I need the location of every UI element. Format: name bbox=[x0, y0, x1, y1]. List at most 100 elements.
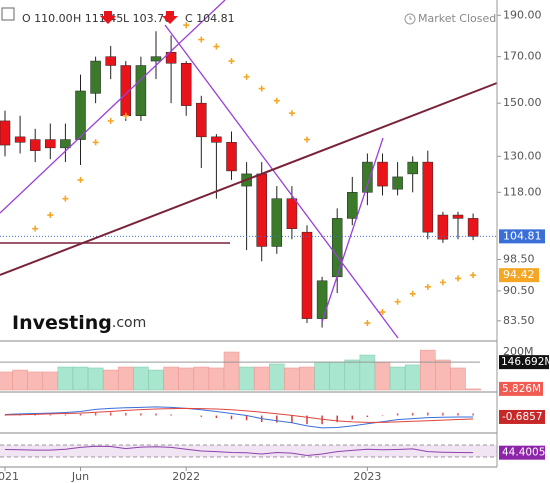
candle-body bbox=[286, 198, 298, 229]
macd-box bbox=[499, 409, 545, 424]
volume-bar bbox=[253, 366, 270, 391]
macd-hist-bar bbox=[79, 413, 82, 416]
volume-bar bbox=[118, 366, 134, 391]
volume-bar bbox=[193, 366, 210, 391]
candle-body bbox=[150, 56, 162, 62]
sar-point bbox=[258, 85, 265, 92]
y-tick-label: 98.50 bbox=[503, 252, 535, 265]
volume-bar bbox=[163, 366, 179, 391]
macd-hist-bar bbox=[442, 412, 444, 416]
arrow-icon bbox=[100, 11, 116, 24]
clock-icon bbox=[404, 13, 416, 25]
volume-bar bbox=[329, 361, 345, 391]
macd-hist-bar bbox=[306, 415, 308, 425]
volume-ma-box bbox=[499, 355, 549, 370]
volume-bar bbox=[133, 366, 149, 391]
candle-body bbox=[422, 161, 434, 233]
sar-point bbox=[273, 97, 280, 104]
y-tick-label: 130.00 bbox=[503, 149, 542, 162]
macd-hist-bar bbox=[366, 415, 369, 417]
market-status: Market Closed bbox=[418, 12, 496, 25]
sar-point bbox=[32, 225, 39, 232]
sar-point bbox=[213, 43, 220, 50]
volume-bar bbox=[374, 361, 391, 391]
volume-bar bbox=[148, 369, 164, 391]
header-high: H 111.45 bbox=[73, 12, 123, 25]
candle-body bbox=[29, 139, 41, 151]
candle-body bbox=[45, 139, 56, 149]
sar-label: 94.42 bbox=[503, 268, 535, 281]
sar-point bbox=[379, 309, 386, 316]
candle-body bbox=[271, 198, 283, 247]
volume-bar bbox=[314, 361, 330, 391]
macd-hist-bar bbox=[94, 412, 97, 416]
candle-body bbox=[256, 173, 267, 247]
sar-box bbox=[499, 268, 539, 283]
header-open: O 110.00 bbox=[22, 12, 73, 25]
macd-hist-bar bbox=[245, 415, 248, 421]
sar-point bbox=[107, 117, 114, 124]
volume-bar bbox=[344, 359, 361, 391]
candle-body bbox=[75, 90, 86, 140]
header-low: L 103.76 bbox=[123, 12, 171, 25]
macd-hist-bar bbox=[411, 412, 414, 416]
candle-body bbox=[60, 139, 71, 149]
sar-point bbox=[439, 279, 446, 286]
logo-text: Investing bbox=[12, 312, 112, 334]
volume-last-box bbox=[499, 381, 543, 396]
volume-bar bbox=[465, 388, 481, 391]
y-tick-label: 150.00 bbox=[503, 96, 542, 109]
macd-hist-bar bbox=[34, 414, 36, 416]
candle-body bbox=[407, 161, 418, 175]
candle-body bbox=[437, 214, 449, 240]
volume-last-label: 5.826M bbox=[502, 383, 541, 395]
candle-body bbox=[165, 52, 177, 64]
macd-hist-bar bbox=[321, 415, 323, 425]
volume-bar bbox=[238, 366, 255, 391]
candle-body bbox=[135, 65, 147, 117]
sar-point bbox=[409, 290, 416, 297]
volume-bar bbox=[404, 364, 421, 391]
sar-point bbox=[304, 136, 310, 143]
sar-point bbox=[198, 36, 205, 43]
macd-hist-bar bbox=[396, 413, 399, 416]
candle-body bbox=[467, 218, 479, 237]
macd-hist-bar bbox=[140, 413, 142, 416]
volume-bar bbox=[284, 367, 300, 391]
macd-hist-bar bbox=[472, 413, 474, 416]
macd-hist-bar bbox=[109, 412, 112, 416]
sar-point bbox=[47, 212, 54, 219]
candle-body bbox=[316, 280, 328, 319]
volume-bar bbox=[0, 371, 13, 391]
volume-ma-label: 146.692M bbox=[501, 356, 550, 368]
macd-hist-bar bbox=[200, 415, 203, 417]
macd-hist-bar bbox=[276, 415, 278, 423]
volume-bar bbox=[223, 351, 240, 391]
logo-suffix: .com bbox=[112, 315, 146, 331]
sar-point bbox=[424, 283, 431, 290]
volume-bar bbox=[178, 367, 194, 391]
macd-hist-bar bbox=[170, 414, 172, 416]
candle-body bbox=[377, 161, 388, 187]
sar-point bbox=[92, 139, 99, 146]
y-tick-label: 118.00 bbox=[503, 185, 542, 198]
last-price-label: 104.81 bbox=[503, 229, 542, 242]
candle-body bbox=[105, 56, 116, 66]
sar-point bbox=[183, 22, 190, 29]
sar-point bbox=[470, 272, 477, 279]
volume-bar bbox=[435, 359, 451, 391]
candle-body bbox=[90, 60, 101, 94]
candle-body bbox=[211, 136, 222, 143]
volume-tick-label: 200M bbox=[503, 345, 534, 358]
x-tick-label: 2023 bbox=[353, 470, 381, 483]
sar-point bbox=[228, 58, 235, 65]
sar-point bbox=[122, 112, 129, 119]
macd-hist-bar bbox=[215, 415, 218, 419]
trend-line bbox=[164, 24, 399, 339]
volume-bar bbox=[359, 354, 376, 391]
y-tick-label: 170.00 bbox=[503, 50, 542, 63]
rsi-line bbox=[4, 445, 474, 457]
candle-body bbox=[301, 231, 313, 319]
y-tick-label: 190.00 bbox=[503, 8, 542, 21]
